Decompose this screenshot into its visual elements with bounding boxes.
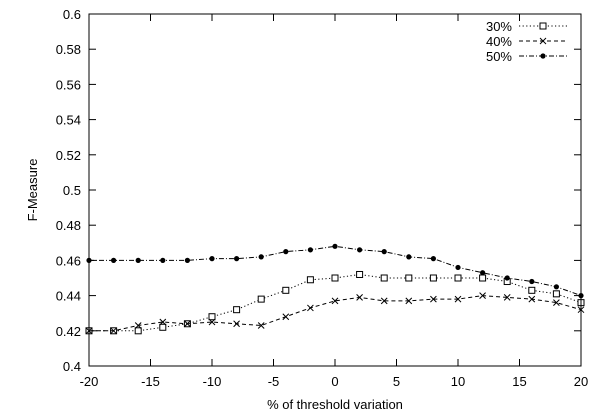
data-point — [331, 297, 339, 305]
data-point — [184, 320, 191, 328]
legend-marker — [539, 37, 547, 45]
data-point — [110, 327, 117, 335]
data-point — [405, 274, 413, 282]
data-point — [357, 247, 363, 253]
data-point — [306, 276, 314, 284]
data-point — [479, 292, 486, 299]
data-point — [282, 313, 290, 321]
x-tick-label: -15 — [141, 374, 160, 389]
data-point — [356, 270, 364, 278]
data-point — [380, 274, 388, 282]
legend: 30%40%50% — [486, 19, 567, 64]
x-tick-label: -10 — [203, 374, 222, 389]
data-point — [331, 274, 339, 282]
data-point — [429, 274, 437, 282]
data-point — [480, 270, 486, 276]
data-point — [503, 294, 511, 301]
data-point — [528, 286, 536, 294]
y-axis-ticks: 0.4 0.42 0.44 0.46 0.48 0.5 0.52 0.54 0.56 0.58 0.… — [56, 7, 581, 374]
y-tick-label: 0.46 — [56, 253, 81, 268]
data-point — [111, 257, 117, 263]
x-axis-label: % of threshold variation — [267, 397, 403, 412]
series-layer — [85, 243, 585, 335]
data-point — [282, 286, 290, 294]
data-point — [307, 304, 314, 312]
data-point — [209, 256, 215, 262]
data-point — [455, 264, 461, 271]
legend-label: 40% — [486, 34, 512, 49]
y-tick-label: 0.54 — [56, 113, 81, 128]
y-tick-label: 0.58 — [56, 42, 81, 57]
x-tick-label: -5 — [268, 374, 280, 389]
data-point — [454, 295, 462, 303]
legend-label: 50% — [486, 49, 512, 64]
data-point — [208, 313, 216, 321]
data-point — [479, 274, 487, 282]
y-tick-label: 0.48 — [56, 218, 81, 233]
data-point — [381, 249, 387, 255]
data-point — [380, 297, 388, 305]
data-point — [307, 247, 313, 253]
plot-frame — [88, 13, 582, 367]
data-point — [257, 295, 265, 303]
data-point — [134, 322, 142, 329]
data-point — [258, 254, 264, 260]
y-tick-label: 0.6 — [63, 7, 81, 22]
x-tick-label: -20 — [80, 374, 99, 389]
data-point — [257, 322, 265, 329]
data-point — [553, 284, 560, 290]
data-point — [454, 274, 462, 282]
x-tick-label: 15 — [512, 374, 526, 389]
y-tick-label: 0.4 — [63, 359, 81, 374]
y-tick-label: 0.42 — [56, 324, 81, 339]
data-point — [159, 318, 167, 326]
data-point — [184, 257, 190, 263]
y-tick-label: 0.52 — [56, 148, 81, 163]
series-line-2 — [89, 245, 582, 297]
x-tick-label: 5 — [393, 374, 400, 389]
x-tick-label: 0 — [331, 374, 338, 389]
data-point — [233, 320, 240, 328]
y-tick-label: 0.5 — [63, 183, 81, 198]
data-point — [135, 257, 141, 263]
data-point — [283, 249, 289, 255]
data-point — [529, 278, 535, 285]
x-axis-ticks: -20 -15 -10 -5 0 5 10 15 20 — [80, 14, 588, 389]
y-tick-label: 0.44 — [56, 289, 81, 304]
data-point — [504, 275, 510, 281]
data-point — [160, 257, 166, 263]
data-point — [406, 254, 412, 260]
data-point — [405, 297, 413, 305]
data-point — [234, 256, 240, 262]
y-axis-label: F-Measure — [25, 159, 40, 222]
data-point — [528, 295, 536, 303]
data-point — [208, 318, 216, 326]
data-point — [233, 306, 241, 314]
data-point — [159, 323, 167, 331]
series-line-1 — [89, 295, 582, 332]
legend-marker — [539, 22, 547, 30]
legend-label: 30% — [486, 19, 512, 34]
data-point — [552, 290, 560, 298]
data-point — [332, 243, 338, 249]
data-point — [356, 294, 363, 301]
data-point — [430, 295, 437, 303]
data-point — [134, 327, 142, 335]
y-tick-label: 0.56 — [56, 77, 81, 92]
x-tick-label: 10 — [451, 374, 465, 389]
x-tick-label: 20 — [574, 374, 588, 389]
data-point — [553, 299, 560, 306]
data-point — [430, 256, 436, 262]
legend-marker — [540, 53, 546, 59]
